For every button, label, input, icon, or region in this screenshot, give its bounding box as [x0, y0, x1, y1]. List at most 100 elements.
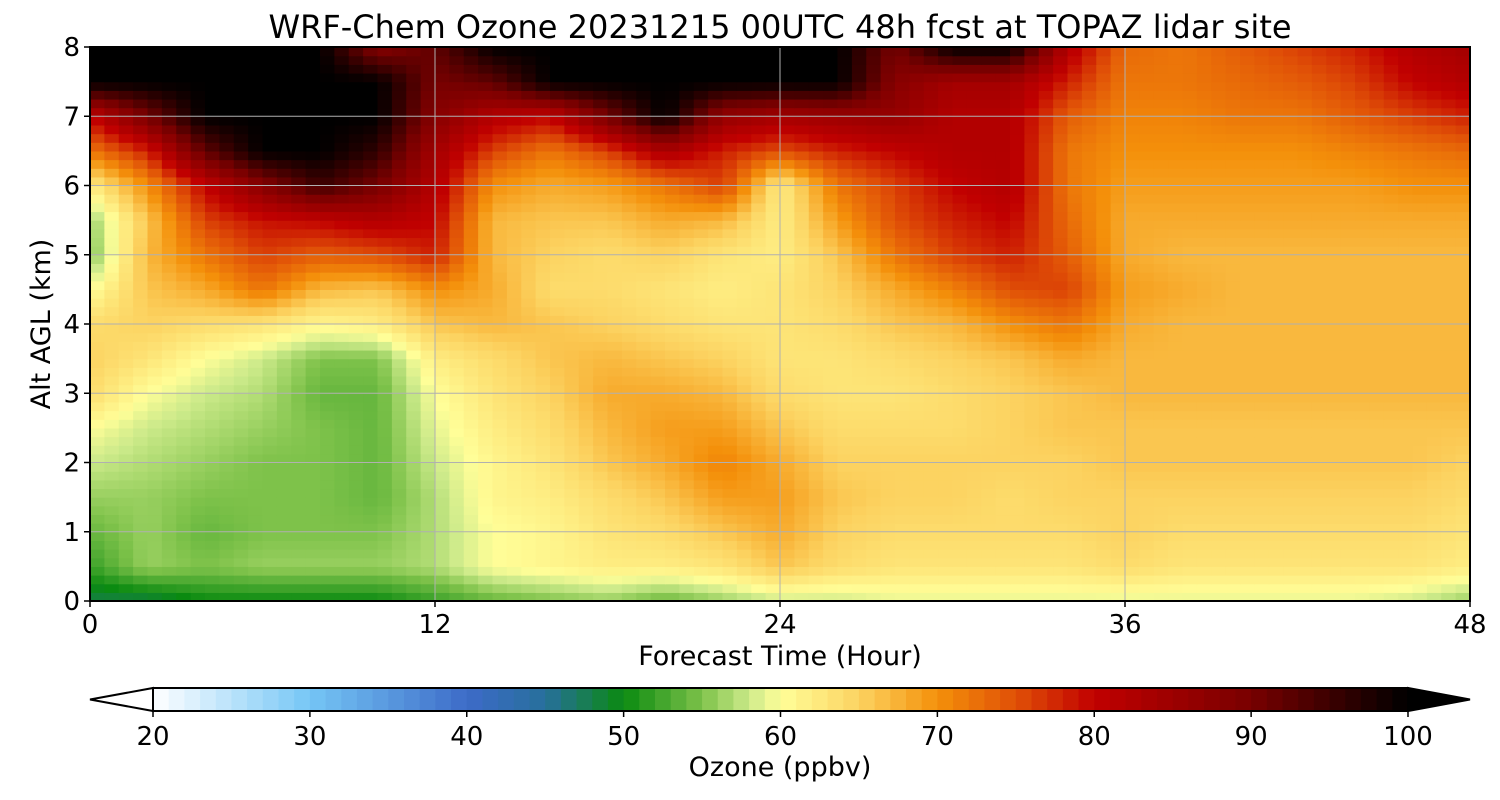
- heatmap-cell: [1412, 549, 1428, 559]
- heatmap-cell: [679, 488, 695, 498]
- heatmap-cell: [1240, 514, 1255, 524]
- heatmap-cell: [118, 349, 134, 360]
- heatmap-cell: [506, 280, 522, 290]
- heatmap-cell: [938, 401, 954, 412]
- heatmap-cell: [1426, 531, 1442, 542]
- heatmap-cell: [420, 497, 436, 507]
- heatmap-cell: [794, 246, 810, 256]
- heatmap-cell: [823, 332, 839, 342]
- heatmap-cell: [449, 176, 465, 187]
- heatmap-cell: [1182, 497, 1198, 507]
- heatmap-cell: [621, 488, 637, 498]
- heatmap-cell: [708, 592, 724, 602]
- heatmap-cell: [1139, 549, 1155, 559]
- heatmap-cell: [492, 324, 508, 334]
- heatmap-cell: [981, 358, 997, 368]
- heatmap-cell: [1225, 540, 1241, 550]
- heatmap-cell: [1053, 514, 1069, 524]
- heatmap-cell: [363, 393, 379, 403]
- heatmap-cell: [564, 341, 580, 351]
- heatmap-cell: [1412, 202, 1428, 213]
- heatmap-cell: [564, 358, 580, 368]
- heatmap-cell: [1297, 375, 1313, 386]
- heatmap-cell: [1268, 168, 1284, 178]
- heatmap-cell: [435, 228, 450, 239]
- heatmap-cell: [219, 575, 235, 585]
- heatmap-cell: [133, 211, 149, 221]
- heatmap-cell: [765, 349, 781, 360]
- heatmap-cell: [736, 462, 752, 472]
- heatmap-cell: [506, 453, 522, 464]
- heatmap-cell: [895, 540, 910, 550]
- heatmap-cell: [276, 436, 292, 446]
- heatmap-cell: [1283, 194, 1299, 204]
- heatmap-cell: [1182, 168, 1198, 178]
- heatmap-cell: [348, 410, 364, 420]
- heatmap-cell: [1182, 306, 1198, 316]
- heatmap-cell: [895, 211, 910, 221]
- heatmap-cell: [938, 211, 954, 221]
- heatmap-cell: [1139, 566, 1155, 576]
- heatmap-cell: [348, 367, 364, 377]
- heatmap-cell: [880, 367, 896, 377]
- heatmap-cell: [722, 375, 738, 386]
- heatmap-cell: [190, 462, 206, 472]
- heatmap-cell: [1096, 375, 1112, 386]
- heatmap-cell: [679, 358, 695, 368]
- heatmap-cell: [808, 419, 824, 429]
- heatmap-cell: [693, 150, 709, 161]
- heatmap-cell: [104, 505, 120, 516]
- heatmap-cell: [851, 298, 867, 308]
- heatmap-cell: [765, 280, 781, 290]
- heatmap-cell: [1096, 575, 1112, 585]
- heatmap-cell: [1182, 341, 1198, 351]
- heatmap-cell: [535, 583, 551, 593]
- heatmap-cell: [248, 505, 264, 516]
- heatmap-cell: [363, 462, 379, 472]
- heatmap-cell: [478, 176, 494, 187]
- heatmap-cell: [1110, 497, 1126, 507]
- heatmap-cell: [1297, 453, 1313, 464]
- heatmap-cell: [593, 583, 609, 593]
- heatmap-cell: [1010, 479, 1025, 490]
- heatmap-cell: [765, 289, 781, 299]
- heatmap-cell: [621, 401, 637, 412]
- heatmap-cell: [147, 176, 163, 187]
- heatmap-cell: [780, 540, 795, 550]
- heatmap-cell: [104, 324, 120, 334]
- heatmap-cell: [1283, 453, 1299, 464]
- heatmap-cell: [320, 194, 335, 204]
- heatmap-cell: [90, 202, 105, 213]
- heatmap-cell: [995, 332, 1011, 342]
- heatmap-cell: [435, 419, 450, 429]
- heatmap-cell: [1240, 384, 1255, 394]
- heatmap-cell: [1182, 228, 1198, 239]
- heatmap-cell: [1053, 375, 1069, 386]
- heatmap-cell: [909, 523, 925, 533]
- heatmap-cell: [1153, 505, 1169, 516]
- heatmap-cell: [478, 583, 494, 593]
- heatmap-cell: [866, 202, 882, 213]
- heatmap-cell: [305, 150, 321, 161]
- heatmap-cell: [219, 479, 235, 490]
- heatmap-cell: [1225, 254, 1241, 265]
- heatmap-cell: [909, 263, 925, 273]
- heatmap-cell: [276, 549, 292, 559]
- heatmap-cell: [736, 523, 752, 533]
- heatmap-cell: [650, 202, 666, 213]
- heatmap-cell: [492, 488, 508, 498]
- heatmap-cell: [1139, 237, 1155, 247]
- heatmap-cell: [1268, 150, 1284, 161]
- heatmap-cell: [1211, 540, 1227, 550]
- heatmap-cell: [1196, 194, 1212, 204]
- heatmap-cell: [1311, 462, 1327, 472]
- heatmap-cell: [478, 289, 494, 299]
- heatmap-cell: [90, 566, 105, 576]
- heatmap-cell: [665, 575, 680, 585]
- heatmap-cell: [1053, 263, 1069, 273]
- heatmap-cell: [492, 401, 508, 412]
- heatmap-cell: [550, 289, 565, 299]
- heatmap-cell: [133, 523, 149, 533]
- heatmap-cell: [1038, 168, 1054, 178]
- heatmap-cell: [90, 272, 105, 282]
